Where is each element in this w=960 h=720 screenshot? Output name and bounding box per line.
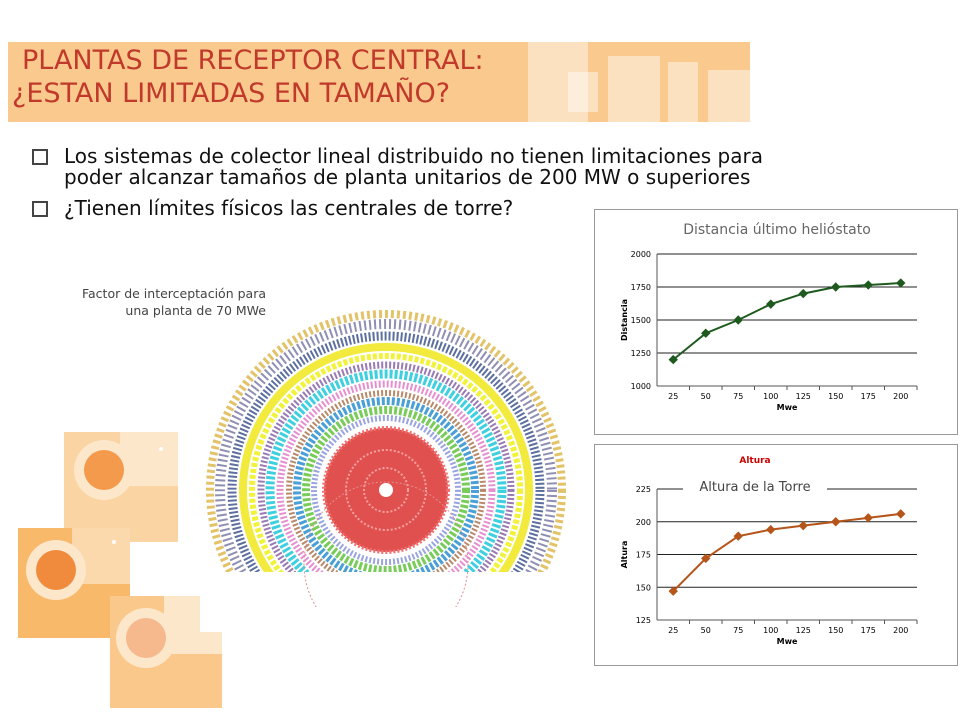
y-tick-label: 1750 [631, 283, 651, 292]
data-point [733, 315, 743, 325]
y-tick-label: 150 [636, 583, 651, 592]
data-point [668, 354, 678, 365]
x-tick-label: 50 [701, 626, 711, 635]
series-line [672, 512, 901, 592]
heliostat-field-illustration [200, 310, 570, 632]
x-axis-label: Mwe [777, 403, 798, 412]
x-tick-label: 150 [828, 392, 843, 401]
title-line-1: PLANTAS DE RECEPTOR CENTRAL: [22, 45, 484, 76]
data-point [798, 520, 808, 531]
y-tick-label: 125 [636, 616, 651, 625]
annotation-background [683, 478, 827, 496]
x-tick-label: 75 [733, 392, 743, 401]
title-banner [8, 42, 750, 122]
chart-height: Altura 125 150 175 200 225 25 50 75 100 125 150 175 2… [594, 444, 958, 666]
bullet-item: ¿Tienen límites físicos las centrales de… [30, 198, 820, 219]
x-tick-label: 175 [861, 626, 876, 635]
x-tick-label: 200 [893, 392, 908, 401]
y-axis-label: Altura [620, 541, 629, 569]
chart-title: Altura [739, 456, 770, 466]
checkbox-bullet-icon [32, 149, 48, 165]
data-point [766, 524, 776, 535]
y-tick-label: 1500 [631, 316, 651, 325]
y-tick-label: 175 [636, 551, 651, 560]
data-point [798, 288, 808, 299]
data-point [863, 280, 873, 290]
x-tick-label: 25 [668, 626, 678, 635]
title-line-2: ¿ESTAN LIMITADAS EN TAMAÑO? [12, 78, 451, 109]
bullet-item: Los sistemas de colector lineal distribu… [30, 146, 820, 188]
y-tick-label: 1250 [631, 349, 651, 358]
data-point [831, 517, 841, 527]
x-tick-label: 125 [796, 626, 811, 635]
data-point [831, 282, 841, 292]
checkbox-bullet-icon [32, 201, 48, 217]
y-tick-label: 2000 [631, 250, 651, 259]
bullet-text: ¿Tienen límites físicos las centrales de… [64, 196, 514, 220]
x-tick-label: 175 [861, 392, 876, 401]
data-point [896, 278, 906, 288]
data-point [766, 299, 776, 309]
x-tick-label: 100 [763, 626, 778, 635]
chart-distance: Distancia último helióstato 1000 1250 1500 1… [594, 209, 958, 435]
y-tick-label: 200 [636, 518, 651, 527]
data-point [733, 531, 743, 541]
y-axis-label: Distancia [620, 299, 629, 341]
x-tick-label: 75 [733, 626, 743, 635]
x-tick-label: 100 [763, 392, 778, 401]
data-point [701, 553, 711, 564]
x-axis-label: Mwe [777, 637, 798, 646]
data-point [896, 509, 906, 519]
data-point [668, 586, 678, 596]
y-tick-label: 1000 [631, 382, 651, 391]
bullet-list: Los sistemas de colector lineal distribu… [30, 146, 820, 229]
chart-title: Distancia último helióstato [683, 222, 871, 238]
x-tick-label: 25 [668, 392, 678, 401]
decorative-squares [18, 432, 222, 708]
x-tick-label: 200 [893, 626, 908, 635]
data-point [863, 513, 873, 523]
x-tick-label: 50 [701, 392, 711, 401]
chart-annotation: Altura de la Torre [699, 480, 810, 495]
x-tick-label: 150 [828, 626, 843, 635]
figure-caption: Factor de interceptación para una planta… [81, 286, 266, 318]
y-tick-label: 225 [636, 485, 651, 494]
bullet-text: Los sistemas de colector lineal distribu… [64, 144, 763, 189]
data-point [701, 328, 711, 338]
x-tick-label: 125 [796, 392, 811, 401]
series-line [672, 282, 901, 361]
slide-title: PLANTAS DE RECEPTOR CENTRAL: ¿ESTAN LIMI… [12, 44, 484, 110]
